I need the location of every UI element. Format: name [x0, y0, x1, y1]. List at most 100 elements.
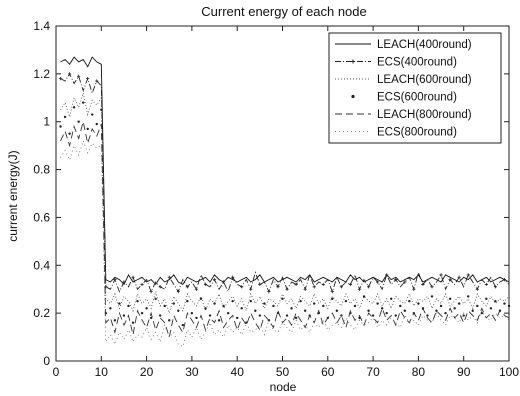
data-point — [81, 101, 85, 104]
data-point — [435, 309, 438, 312]
x-tick-label: 60 — [321, 365, 335, 379]
data-point — [484, 282, 488, 287]
data-point — [258, 282, 262, 287]
data-point — [321, 282, 325, 287]
data-point — [208, 314, 212, 317]
data-point — [118, 302, 121, 305]
data-point — [448, 297, 452, 300]
data-point — [222, 280, 226, 284]
data-point — [494, 299, 497, 303]
data-point — [489, 307, 493, 310]
legend-marker-sample — [351, 94, 355, 99]
data-point — [394, 314, 397, 317]
data-point — [403, 309, 407, 312]
data-point — [303, 287, 307, 291]
data-point — [212, 278, 217, 282]
data-point — [63, 115, 67, 119]
y-axis-label: current energy(J) — [6, 150, 20, 241]
data-point — [203, 282, 208, 287]
series-1 — [60, 56, 510, 286]
legend: LEACH(400round) ECS(400round) LEACH(600rou… — [328, 32, 502, 144]
data-point — [154, 297, 157, 300]
data-point — [330, 290, 334, 294]
x-tick-label: 10 — [95, 365, 109, 379]
x-tick-label: 50 — [276, 365, 290, 379]
data-point — [335, 309, 339, 312]
data-point — [493, 285, 498, 289]
data-point — [394, 278, 398, 282]
legend-entry: ECS(600round) — [351, 92, 457, 104]
data-point — [353, 304, 357, 308]
data-point — [281, 297, 284, 300]
data-point — [249, 299, 252, 303]
y-tick-label: 1.2 — [33, 67, 50, 81]
data-point — [140, 311, 144, 315]
data-point — [385, 273, 389, 277]
data-point — [231, 275, 235, 279]
data-point — [131, 321, 135, 324]
data-point — [448, 278, 452, 282]
data-point — [222, 304, 225, 308]
data-point — [86, 127, 89, 131]
data-point — [95, 122, 98, 126]
data-point — [204, 307, 207, 310]
y-axis: 0 0.2 0.4 0.6 0.8 1 1.2 1.4 — [33, 19, 509, 368]
data-point — [290, 307, 293, 310]
data-point — [113, 278, 117, 282]
series-line — [60, 91, 510, 315]
data-point — [67, 72, 72, 76]
data-point — [348, 282, 353, 287]
y-tick-label: 0.4 — [33, 258, 50, 272]
series-5 — [60, 121, 510, 339]
data-point — [172, 302, 175, 305]
x-axis: 0 10 20 30 40 50 60 70 80 90 100 — [53, 26, 519, 379]
data-point — [190, 311, 194, 315]
data-point — [263, 302, 266, 305]
chart-title: Current energy of each node — [201, 4, 367, 19]
data-point — [403, 280, 407, 284]
legend-label: ECS(400round) — [377, 57, 457, 69]
data-point — [322, 304, 325, 308]
data-point — [502, 278, 507, 282]
data-point — [444, 311, 447, 315]
data-point — [199, 297, 203, 300]
data-point — [507, 304, 511, 308]
data-point — [254, 309, 257, 312]
data-point — [145, 307, 148, 310]
data-point — [331, 297, 334, 300]
data-point — [467, 295, 470, 298]
data-point — [127, 304, 130, 308]
data-point — [285, 287, 289, 291]
data-point — [362, 295, 366, 298]
data-point — [149, 290, 153, 294]
data-point — [58, 77, 63, 81]
data-point — [231, 299, 234, 303]
legend-entry: ECS(800round) — [335, 127, 457, 139]
series-line — [60, 72, 510, 293]
data-point — [177, 309, 180, 312]
data-point — [217, 319, 221, 322]
y-tick-label: 1 — [43, 115, 50, 129]
data-point — [417, 302, 420, 305]
legend-label: LEACH(600round) — [377, 74, 472, 86]
data-point — [357, 287, 362, 291]
data-point — [457, 275, 461, 279]
data-point — [100, 108, 103, 111]
data-point — [276, 285, 280, 289]
data-point — [299, 299, 302, 303]
data-point — [258, 314, 262, 317]
legend-marker-sample — [351, 59, 355, 64]
data-point — [376, 280, 380, 284]
y-tick-label: 0.2 — [33, 306, 50, 320]
data-point — [77, 74, 81, 78]
x-tick-label: 40 — [231, 365, 245, 379]
data-point — [59, 125, 62, 128]
data-point — [267, 290, 271, 294]
x-tick-label: 70 — [366, 365, 380, 379]
x-axis-label: node — [270, 380, 297, 394]
data-point — [476, 304, 479, 308]
y-tick-label: 0 — [43, 354, 50, 368]
data-point — [376, 302, 379, 305]
x-tick-label: 90 — [457, 365, 471, 379]
